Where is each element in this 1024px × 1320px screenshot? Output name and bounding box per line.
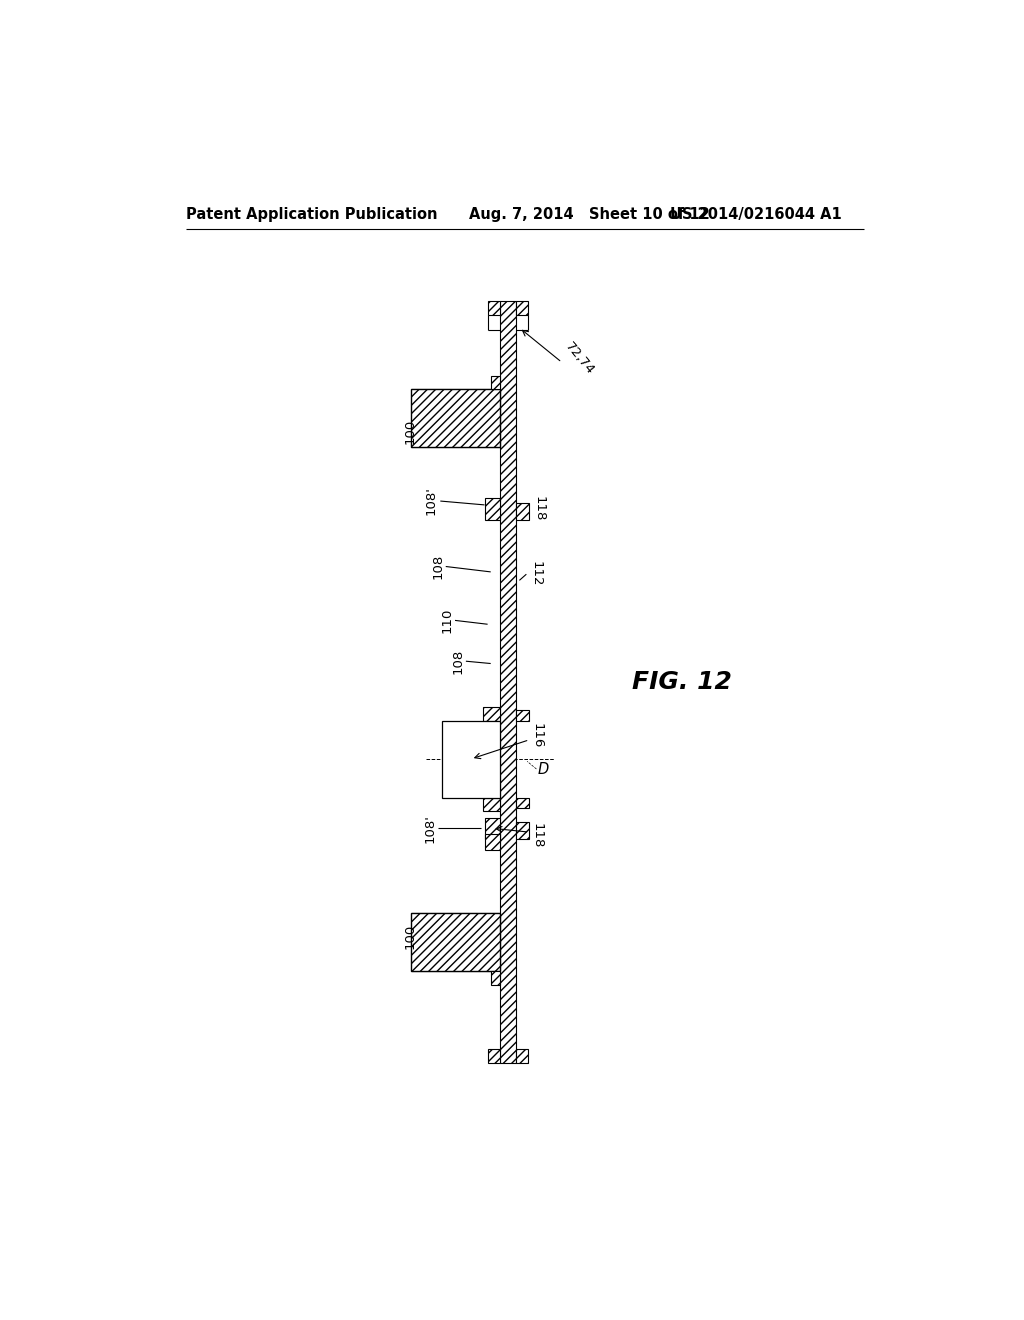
Bar: [515, 822, 529, 840]
Text: Patent Application Publication: Patent Application Publication: [186, 207, 437, 222]
Text: 108': 108': [425, 487, 438, 516]
Text: D: D: [538, 762, 549, 776]
Bar: [490, 970, 500, 985]
Bar: [490, 376, 500, 389]
Bar: [484, 498, 500, 520]
Text: 118: 118: [531, 824, 544, 849]
Text: 112: 112: [529, 561, 543, 587]
Bar: [411, 913, 500, 970]
Bar: [515, 503, 529, 520]
Text: Aug. 7, 2014   Sheet 10 of 12: Aug. 7, 2014 Sheet 10 of 12: [469, 207, 710, 222]
Bar: [483, 797, 500, 812]
Bar: [484, 834, 500, 850]
Text: 108: 108: [431, 554, 444, 579]
Text: 118: 118: [532, 496, 546, 521]
Bar: [515, 1049, 528, 1063]
Bar: [484, 817, 500, 840]
Text: 108': 108': [424, 814, 436, 842]
Bar: [515, 710, 529, 721]
Bar: [515, 797, 529, 808]
Bar: [500, 301, 515, 1063]
Bar: [411, 389, 500, 447]
Bar: [483, 706, 500, 721]
Text: 100: 100: [403, 420, 416, 445]
Bar: [515, 301, 528, 314]
Text: 100: 100: [403, 924, 416, 949]
Text: FIG. 12: FIG. 12: [632, 671, 731, 694]
Text: US 2014/0216044 A1: US 2014/0216044 A1: [671, 207, 843, 222]
Text: 116: 116: [531, 723, 544, 748]
Bar: [442, 721, 500, 797]
Bar: [487, 1049, 500, 1063]
Text: 108: 108: [452, 648, 464, 673]
Text: 110: 110: [440, 607, 454, 634]
Text: 72,74: 72,74: [562, 339, 596, 378]
Bar: [487, 301, 500, 314]
